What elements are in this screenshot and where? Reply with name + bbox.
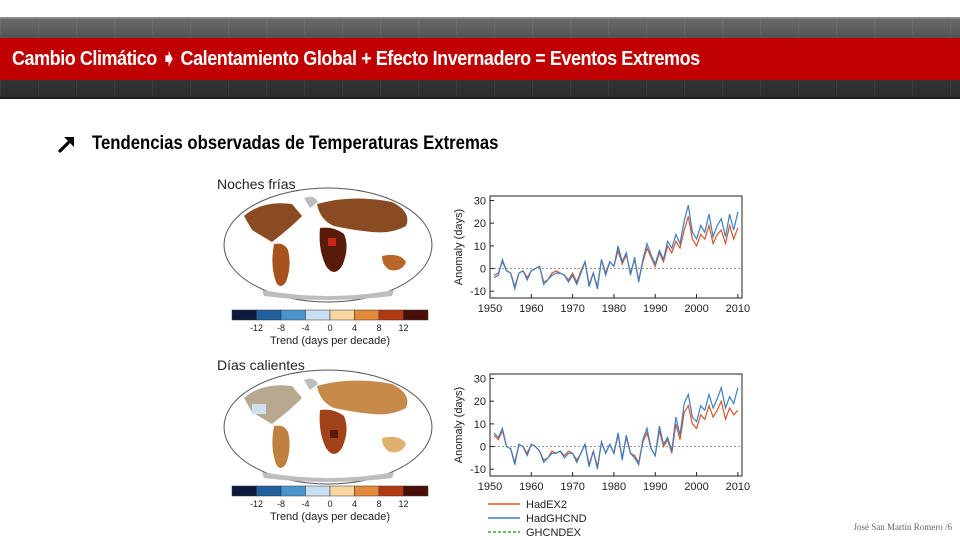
colorbar-label: Trend (days per decade): [270, 335, 390, 347]
y-tick-label: 10: [474, 241, 486, 253]
plot-frame: [489, 373, 743, 477]
x-tick-label: 1990: [643, 481, 667, 493]
x-tick-label: 1950: [478, 303, 502, 315]
y-tick-label: 20: [474, 396, 486, 408]
colorbar-tick-label: -12: [250, 499, 263, 509]
y-tick-label: -10: [470, 464, 486, 476]
colorbar-top: -12 -8 -4 0 4 8 12 Trend (days per decade): [231, 309, 429, 347]
colorbar-tick-label: -8: [277, 323, 285, 333]
colorbar-swatch: [280, 309, 306, 321]
colorbar-tick-label: 12: [398, 323, 408, 333]
colorbar-swatch: [280, 485, 306, 497]
colorbar-label: Trend (days per decade): [270, 511, 390, 523]
colorbar-swatch: [256, 309, 282, 321]
x-tick-label: 1980: [602, 481, 626, 493]
chart-hot-days: -10 0 10 20 30 1950 1960 1970 1980 1990 2000 2010 An…: [453, 373, 750, 538]
plot-frame: [489, 195, 743, 299]
colorbar-tick-label: 12: [398, 499, 408, 509]
colorbar-swatch: [354, 309, 380, 321]
x-tick-label: 2010: [726, 303, 750, 315]
colorbar-tick-label: -4: [301, 499, 309, 509]
x-tick-label: 2000: [684, 481, 708, 493]
colorbar-bottom: -12 -8 -4 0 4 8 12 Trend (days per decade): [231, 485, 429, 523]
colorbar-tick-label: -12: [250, 323, 263, 333]
page-title: Cambio Climático ➧ Calentamiento Global …: [12, 48, 700, 70]
footer-author: José San Martín Romero /6: [853, 522, 953, 532]
y-tick-label: 10: [474, 419, 486, 431]
colorbar-tick-label: -4: [301, 323, 309, 333]
section-subtitle: Tendencias observadas de Temperaturas Ex…: [92, 133, 499, 154]
title-band: Cambio Climático ➧ Calentamiento Global …: [0, 38, 960, 80]
y-tick-label: 30: [474, 196, 486, 208]
colorbar-swatch: [256, 485, 282, 497]
colorbar-swatch: [329, 485, 355, 497]
colorbar-swatch: [403, 485, 429, 497]
colorbar-swatch: [354, 485, 380, 497]
x-tick-label: 1960: [519, 481, 543, 493]
x-tick-label: 1970: [560, 303, 584, 315]
x-tick-label: 1960: [519, 303, 543, 315]
colorbar-swatch: [305, 309, 331, 321]
world-map-icon: [223, 369, 433, 485]
series-line-hadghcnd: [493, 385, 739, 470]
colorbar-tick-label: 4: [352, 323, 357, 333]
colorbar-tick-label: 8: [376, 323, 381, 333]
world-map-icon: [223, 187, 433, 303]
colorbar-swatch: [231, 485, 257, 497]
y-axis-label: Anomaly (days): [453, 387, 465, 463]
legend-entry: GHCNDEX: [526, 527, 582, 538]
x-tick-label: 2000: [684, 303, 708, 315]
colorbar-swatch: [305, 485, 331, 497]
x-tick-label: 1970: [560, 481, 584, 493]
colorbar-tick-label: 0: [327, 323, 332, 333]
colorbar-swatch: [329, 309, 355, 321]
colorbar-tick-label: -8: [277, 499, 285, 509]
legend-entry: HadGHCND: [526, 513, 587, 525]
x-tick-label: 2010: [726, 481, 750, 493]
y-tick-label: 0: [480, 442, 486, 454]
colorbar-swatch: [403, 309, 429, 321]
x-tick-label: 1950: [478, 481, 502, 493]
series-line-hadex2: [493, 399, 739, 468]
colorbar-swatch: [378, 309, 404, 321]
series-line-hadghcnd: [493, 204, 739, 292]
x-tick-label: 1980: [602, 303, 626, 315]
chart-cold-nights: -10 0 10 20 30 1950 1960 1970 1980 1990 2000 2010 An…: [453, 195, 750, 315]
colorbar-tick-label: 4: [352, 499, 357, 509]
colorbar-tick-label: 0: [327, 499, 332, 509]
colorbar-swatch: [378, 485, 404, 497]
legend-entry: HadEX2: [526, 499, 567, 511]
y-tick-label: 0: [480, 264, 486, 276]
y-axis-label: Anomaly (days): [453, 209, 465, 285]
panel-label-cold-nights: Noches frías: [217, 176, 296, 192]
x-tick-label: 1990: [643, 303, 667, 315]
y-tick-label: 20: [474, 218, 486, 230]
y-tick-label: -10: [470, 286, 486, 298]
y-tick-label: 30: [474, 374, 486, 386]
panel-label-hot-days: Días calientes: [217, 357, 305, 373]
colorbar-swatch: [231, 309, 257, 321]
arrow-up-right-icon: [58, 137, 74, 153]
colorbar-tick-label: 8: [376, 499, 381, 509]
